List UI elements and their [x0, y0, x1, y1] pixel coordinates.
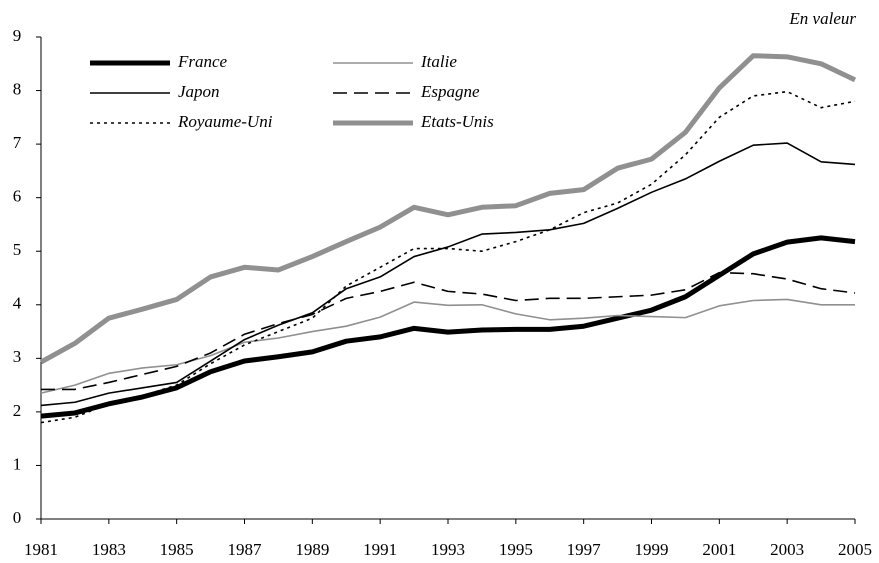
x-tick-label: 1997: [567, 540, 602, 559]
x-tick-label: 1985: [160, 540, 194, 559]
series-line: [41, 271, 856, 391]
y-tick-label: 4: [13, 294, 22, 313]
y-tick-label: 3: [13, 347, 22, 366]
legend-label: Italie: [420, 52, 457, 71]
legend-label: France: [177, 52, 228, 71]
series-line: [40, 235, 856, 419]
y-tick-label: 6: [13, 187, 22, 206]
series-line: [40, 90, 856, 424]
series-line: [39, 53, 857, 365]
y-tick-label: 9: [13, 26, 22, 45]
series-line: [40, 298, 855, 394]
x-tick-label: 1991: [363, 540, 397, 559]
x-tick-label: 1989: [295, 540, 329, 559]
x-tick-label: 1995: [499, 540, 533, 559]
legend-label: Royaume-Uni: [177, 112, 273, 131]
y-tick-label: 0: [13, 508, 22, 527]
annotation: En valeur: [788, 9, 856, 28]
x-tick-label: 2001: [702, 540, 736, 559]
x-tick-label: 1993: [431, 540, 465, 559]
y-tick-label: 7: [13, 133, 22, 152]
x-tick-label: 2003: [770, 540, 804, 559]
x-tick-label: 1981: [24, 540, 58, 559]
legend-label: Japon: [178, 82, 220, 101]
y-tick-label: 5: [13, 240, 22, 259]
legend-label: Espagne: [420, 82, 480, 101]
x-tick-label: 1987: [228, 540, 263, 559]
x-tick-label: 2005: [838, 540, 872, 559]
legend-label: Etats-Unis: [420, 112, 494, 131]
y-tick-label: 2: [13, 401, 22, 420]
series-line: [40, 142, 856, 407]
y-tick-label: 8: [13, 79, 22, 98]
x-tick-label: 1983: [92, 540, 126, 559]
x-tick-label: 1999: [635, 540, 669, 559]
y-tick-label: 1: [13, 454, 22, 473]
